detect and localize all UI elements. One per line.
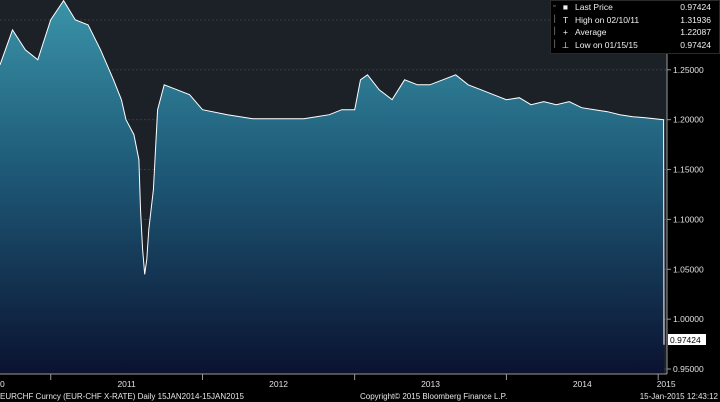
footer-timestamp: 15-Jan-2015 12:43:12 bbox=[639, 392, 718, 401]
y-tick-label: 1.25000 bbox=[673, 65, 704, 75]
legend-label: High on 02/10/11 bbox=[575, 14, 640, 25]
legend-value: 0.97424 bbox=[680, 39, 711, 50]
footer: EURCHF Curncy (EUR-CHF X-RATE) Daily 15J… bbox=[0, 392, 720, 402]
legend-row-high: │ T High on 02/10/11 1.31936 bbox=[551, 14, 719, 27]
y-tick-label: 1.05000 bbox=[673, 264, 704, 274]
price-chart: 1.300001.250001.200001.150001.100001.050… bbox=[0, 0, 706, 389]
legend-label: Last Price bbox=[575, 2, 613, 12]
legend-low-icon: ⊥ bbox=[561, 39, 570, 50]
legend: ▫ ■ Last Price 0.97424 │ T High on 02/10… bbox=[550, 0, 720, 54]
x-tick-label: 2014 bbox=[573, 379, 592, 389]
y-tick-label: 0.95000 bbox=[673, 364, 704, 374]
x-tick-label: 2012 bbox=[269, 379, 288, 389]
price-area bbox=[0, 0, 664, 374]
legend-row-low: │ ⊥ Low on 01/15/15 0.97424 bbox=[551, 39, 719, 52]
legend-bracket-icon: │ bbox=[553, 40, 558, 48]
legend-row-last: ▫ ■ Last Price 0.97424 bbox=[551, 1, 719, 14]
x-tick-label: 0 bbox=[0, 379, 5, 389]
y-ticks: 1.300001.250001.200001.150001.100001.050… bbox=[667, 15, 704, 374]
legend-value: 1.31936 bbox=[680, 14, 711, 25]
last-price-label: 0.97424 bbox=[670, 335, 701, 345]
x-tick-label: 2015 bbox=[657, 379, 676, 389]
y-tick-label: 1.10000 bbox=[673, 214, 704, 224]
legend-value: 1.22087 bbox=[680, 27, 711, 37]
price-line bbox=[0, 0, 665, 345]
x-tick-label: 2013 bbox=[421, 379, 440, 389]
legend-bracket-icon: │ bbox=[553, 28, 558, 35]
y-tick-label: 1.15000 bbox=[673, 165, 704, 175]
footer-ticker: EURCHF Curncy (EUR-CHF X-RATE) Daily 15J… bbox=[0, 392, 244, 401]
legend-row-average: │ + Average 1.22087 bbox=[551, 26, 719, 39]
x-ticks: 2011 2012 2013 2014 2015 0 bbox=[0, 374, 676, 389]
legend-toggle-icon[interactable]: ▫ bbox=[553, 3, 556, 10]
x-tick-label: 2011 bbox=[117, 379, 136, 389]
legend-square-icon: ■ bbox=[562, 2, 569, 12]
legend-label: Average bbox=[575, 27, 607, 37]
last-price-box bbox=[668, 334, 706, 345]
legend-value: 0.97424 bbox=[680, 2, 711, 12]
last-price-marker: 0.97424 bbox=[668, 334, 706, 345]
legend-high-icon: T bbox=[562, 14, 569, 25]
y-tick-label: 1.20000 bbox=[673, 115, 704, 125]
legend-average-icon: + bbox=[563, 27, 568, 37]
legend-label: Low on 01/15/15 bbox=[575, 39, 638, 50]
y-tick-label: 1.00000 bbox=[673, 314, 704, 324]
footer-copyright: Copyright© 2015 Bloomberg Finance L.P. bbox=[360, 392, 508, 401]
legend-bracket-icon: │ bbox=[553, 15, 558, 23]
